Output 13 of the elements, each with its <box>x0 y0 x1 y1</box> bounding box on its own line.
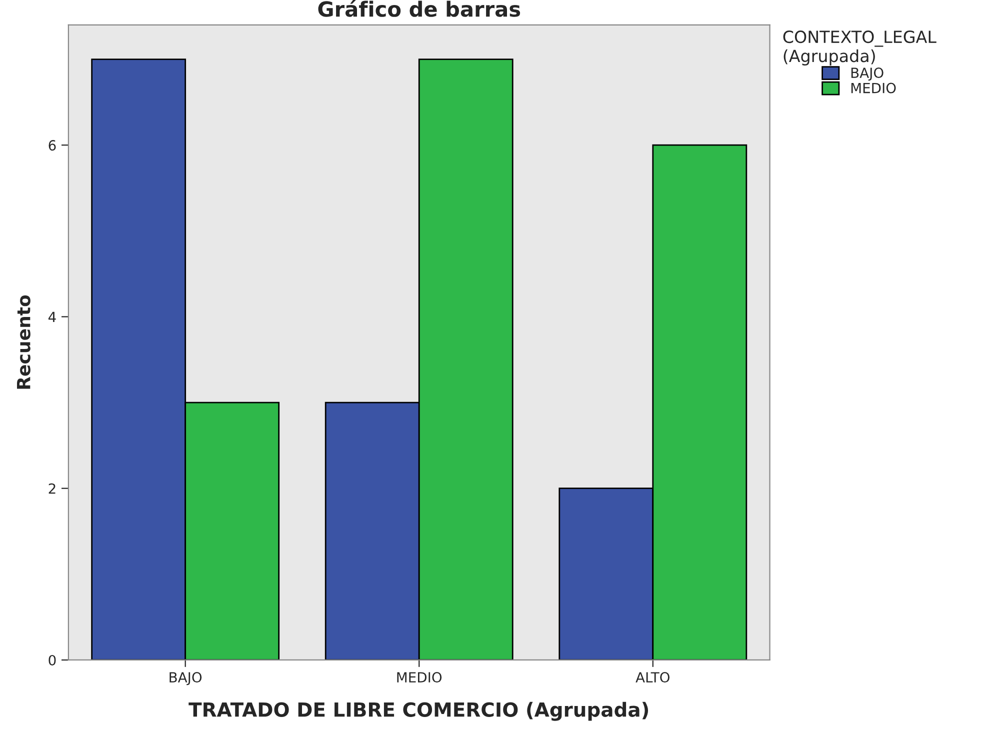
x-axis-title: TRATADO DE LIBRE COMERCIO (Agrupada) <box>188 702 648 721</box>
x-tick-label: BAJO <box>170 672 202 686</box>
y-tick-label: 6 <box>48 140 56 151</box>
legend-title: CONTEXTO_LEGAL (Agrupada) <box>783 30 936 66</box>
y-axis-title: Recuento <box>17 295 30 389</box>
y-tick-label: 2 <box>48 483 56 494</box>
x-tick-label: ALTO <box>636 672 670 683</box>
chart-title: Gráfico de barras <box>318 0 520 17</box>
y-tick-label: 0 <box>48 654 56 666</box>
y-tick-label: 4 <box>48 312 56 322</box>
legend-label: BAJO <box>851 68 884 81</box>
legend-label: MEDIO <box>851 82 896 94</box>
x-tick-label: MEDIO <box>397 672 442 683</box>
